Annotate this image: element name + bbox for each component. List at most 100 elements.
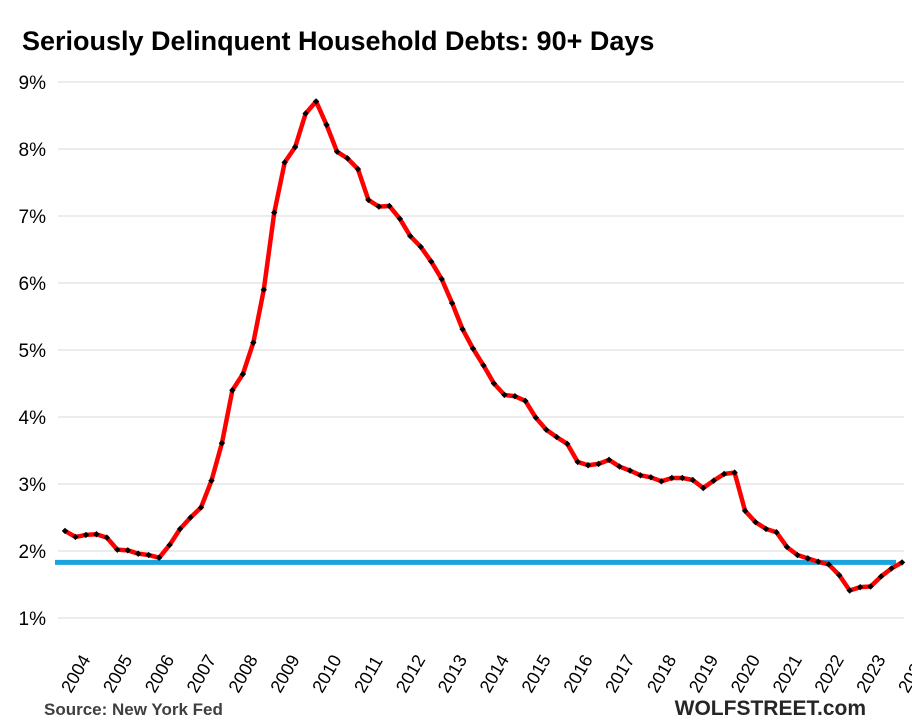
data-point — [166, 541, 173, 549]
x-tick-label: 2023 — [852, 651, 889, 696]
data-point — [103, 534, 111, 541]
data-point — [365, 196, 372, 204]
data-point — [668, 474, 676, 482]
data-point — [564, 440, 571, 447]
data-point — [888, 565, 895, 572]
data-point — [187, 514, 194, 521]
x-tick-label: 2013 — [434, 651, 471, 696]
data-point — [815, 558, 822, 565]
x-tick-label: 2011 — [350, 652, 387, 696]
x-tick-label: 2016 — [559, 651, 596, 696]
data-point — [741, 507, 749, 514]
data-point — [302, 110, 309, 117]
data-point — [396, 215, 403, 222]
data-point — [61, 527, 69, 535]
data-point — [260, 286, 267, 293]
data-point — [605, 456, 613, 464]
data-point — [490, 380, 498, 387]
y-tick-label: 5% — [19, 341, 47, 362]
data-point — [135, 550, 142, 557]
x-tick-label: 2021 — [769, 651, 806, 696]
data-point — [856, 583, 864, 591]
x-tick-label: 2024 — [894, 651, 912, 696]
data-point — [197, 504, 205, 511]
data-point — [877, 573, 885, 580]
data-point — [710, 477, 717, 484]
x-tick-label: 2008 — [225, 651, 262, 696]
data-point — [155, 554, 163, 561]
data-point — [836, 571, 843, 579]
data-point — [323, 121, 330, 129]
data-point — [543, 426, 550, 433]
data-point — [427, 258, 435, 265]
data-point — [344, 155, 351, 162]
data-point — [553, 433, 560, 441]
x-tick-label: 2018 — [643, 651, 680, 696]
data-point — [124, 547, 131, 554]
y-tick-label: 3% — [19, 475, 47, 496]
data-point — [93, 531, 100, 538]
data-point — [700, 484, 707, 492]
data-point — [239, 370, 247, 378]
x-tick-label: 2009 — [266, 651, 303, 696]
data-point — [114, 546, 121, 553]
y-tick-label: 7% — [19, 207, 47, 228]
x-tick-label: 2010 — [308, 651, 345, 696]
data-point — [522, 397, 529, 405]
data-point — [407, 232, 414, 240]
data-point — [354, 165, 362, 173]
data-point — [501, 391, 508, 399]
data-point — [731, 469, 738, 476]
y-tick-label: 8% — [19, 140, 47, 161]
y-axis-tick-labels: 1% 2% 3% 4% 5% 6% 7% 8% 9% — [19, 73, 47, 630]
data-point — [658, 478, 665, 485]
data-point — [898, 559, 906, 566]
y-tick-label: 1% — [19, 609, 47, 630]
data-point — [804, 555, 812, 562]
data-point — [532, 414, 540, 421]
data-point — [469, 345, 477, 352]
data-point — [595, 460, 602, 468]
x-tick-label: 2005 — [99, 651, 136, 696]
data-point — [584, 462, 592, 469]
data-point — [438, 275, 445, 283]
data-point — [72, 533, 79, 541]
data-point — [825, 561, 832, 568]
data-point — [312, 98, 320, 105]
x-tick-label: 2004 — [57, 651, 94, 696]
data-point — [250, 339, 257, 346]
data-point — [281, 159, 288, 166]
y-tick-label: 6% — [19, 274, 47, 295]
x-tick-label: 2020 — [727, 651, 764, 696]
data-point — [626, 467, 634, 474]
data-point — [333, 148, 341, 155]
data-point — [720, 470, 728, 478]
data-point — [375, 203, 383, 210]
data-point — [679, 474, 686, 482]
data-point — [511, 393, 519, 400]
data-point — [637, 472, 644, 479]
data-point — [867, 583, 874, 590]
gridlines — [58, 81, 904, 619]
y-tick-label: 4% — [19, 408, 47, 429]
data-point — [271, 209, 278, 216]
chart-title: Seriously Delinquent Household Debts: 90… — [22, 26, 655, 56]
x-tick-label: 2015 — [517, 651, 554, 696]
data-point — [448, 299, 456, 307]
brand-label: WOLFSTREET.com — [674, 697, 866, 720]
x-tick-label: 2019 — [685, 651, 722, 696]
data-point — [82, 531, 90, 539]
data-point — [208, 477, 215, 484]
data-point — [783, 543, 791, 551]
x-tick-label: 2022 — [810, 651, 847, 696]
data-point — [218, 439, 226, 447]
data-point — [773, 529, 780, 536]
source-note: Source: New York Fed — [44, 700, 223, 719]
data-point — [386, 202, 393, 210]
data-point — [229, 387, 236, 394]
data-point — [145, 551, 152, 559]
x-axis-tick-labels: 2004 2005 2006 2007 2008 2009 2010 2011 2012 2013… — [57, 651, 912, 696]
data-point — [291, 143, 299, 151]
data-point — [616, 463, 623, 470]
